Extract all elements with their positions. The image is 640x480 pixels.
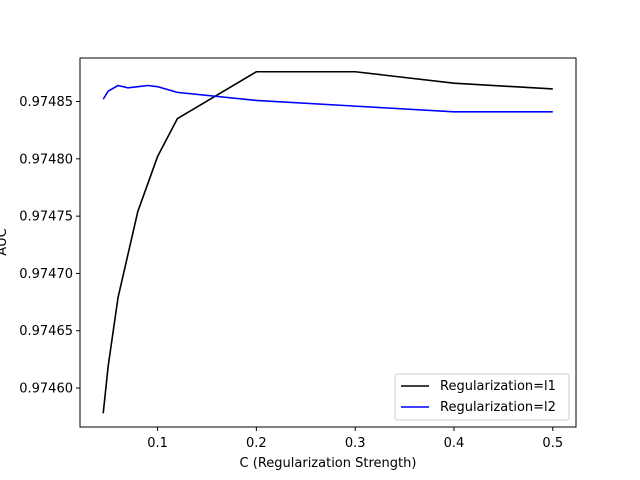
x-axis-ticks: 0.1 0.2 0.3 0.4 0.5 [147,427,563,451]
y-axis-label: AUC [0,228,10,256]
x-tick-label: 0.4 [444,436,465,451]
y-tick-label: 0.97475 [19,210,73,225]
series-layer [102,70,553,414]
y-tick-label: 0.97460 [19,382,73,397]
y-tick-label: 0.97485 [19,95,73,110]
x-tick-label: 0.3 [345,436,366,451]
y-tick-label: 0.97470 [19,267,73,282]
x-tick-label: 0.1 [147,436,168,451]
x-axis-label: C (Regularization Strength) [240,456,417,471]
y-tick-label: 0.97465 [19,324,73,339]
legend-label-l1: Regularization=l1 [440,379,556,394]
series-line-l2 [102,84,553,113]
x-tick-label: 0.2 [246,436,267,451]
legend-box [394,373,570,421]
legend: Regularization=l1 Regularization=l2 [394,373,570,421]
series-line-l1 [102,70,553,414]
x-tick-label: 0.5 [542,436,563,451]
legend-label-l2: Regularization=l2 [440,400,556,415]
y-axis-ticks: 0.97460 0.97465 0.97470 0.97475 0.97480 0.974… [19,95,80,397]
y-tick-label: 0.97480 [19,152,73,167]
axes-frame [79,57,577,428]
